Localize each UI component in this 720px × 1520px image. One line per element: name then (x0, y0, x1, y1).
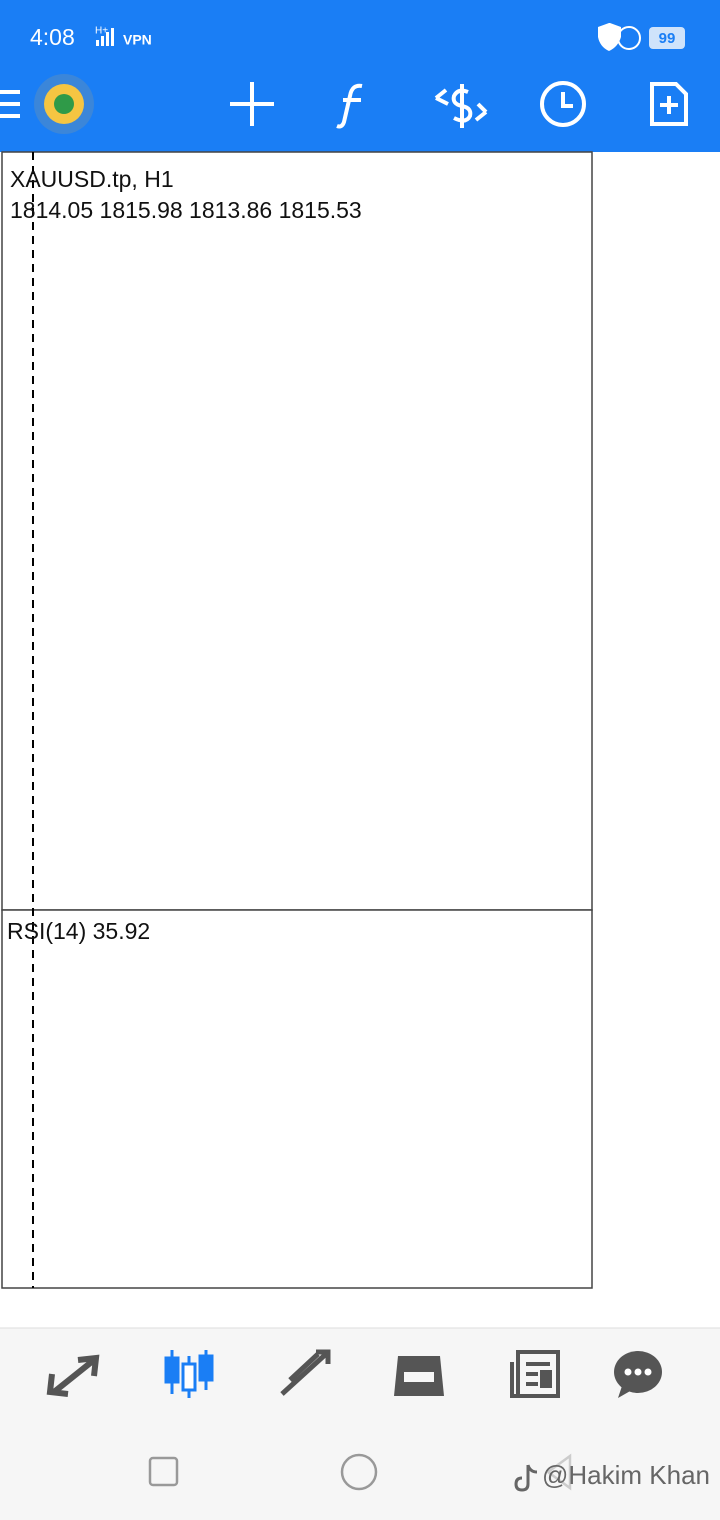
watermark-logo (514, 1464, 538, 1492)
rsi-title: RSI(14) 35.92 (7, 918, 150, 944)
shield-icon (598, 23, 621, 51)
chat-tab[interactable] (614, 1351, 662, 1398)
news-tab[interactable] (510, 1350, 560, 1398)
menu-button[interactable] (0, 90, 20, 118)
status-icon (617, 26, 641, 50)
recents-button[interactable] (148, 1456, 179, 1487)
chart-tab[interactable] (164, 1350, 214, 1398)
period-button[interactable] (540, 81, 586, 127)
vpn-indicator: VPN (123, 32, 152, 48)
watermark: @Hakim Khan (542, 1460, 710, 1490)
clock: 4:08 (30, 24, 75, 50)
ohlc-readout: 1814.05 1815.98 1813.86 1815.53 (10, 197, 362, 223)
trade-button[interactable] (434, 84, 488, 128)
app-bar (0, 0, 720, 152)
crosshair-button[interactable] (230, 82, 274, 126)
network-type: H+ (95, 26, 108, 37)
battery-level: 99 (659, 30, 676, 47)
back-button[interactable] (545, 1453, 572, 1491)
app-logo[interactable] (34, 74, 94, 134)
bottom-area (0, 1328, 720, 1520)
new-order-button[interactable] (650, 82, 688, 126)
history-tab[interactable] (394, 1356, 444, 1396)
symbol-title: XAUUSD.tp, H1 (10, 166, 174, 192)
trade-tab[interactable] (280, 1349, 331, 1396)
indicators-button[interactable] (336, 83, 363, 129)
home-button[interactable] (340, 1453, 378, 1491)
battery (649, 27, 685, 49)
quotes-tab[interactable] (46, 1354, 100, 1397)
signal-icon (96, 28, 114, 46)
main-chart-frame (1, 151, 593, 911)
rsi-frame (1, 909, 593, 1289)
